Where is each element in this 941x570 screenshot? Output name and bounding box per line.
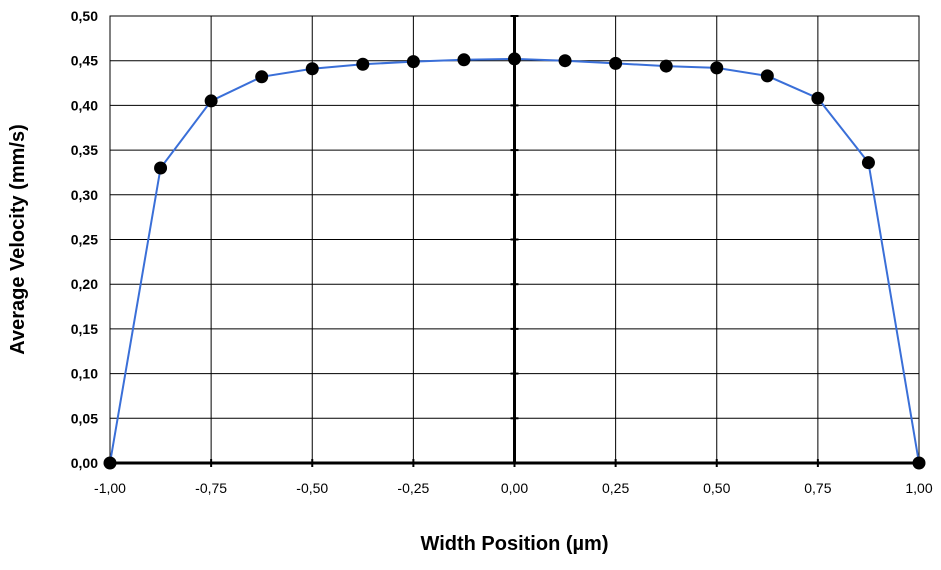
data-point <box>255 70 269 84</box>
data-point <box>760 69 774 83</box>
y-tick-label: 0,40 <box>71 97 98 113</box>
data-point <box>204 94 218 108</box>
y-tick-label: 0,45 <box>71 53 98 69</box>
data-point <box>912 456 926 470</box>
data-series <box>103 52 926 470</box>
x-tick-label: -0,50 <box>296 480 328 496</box>
data-point <box>457 53 471 67</box>
x-tick-label: 0,75 <box>804 480 831 496</box>
data-point <box>103 456 117 470</box>
y-tick-label: 0,05 <box>71 410 98 426</box>
data-point <box>406 55 420 69</box>
data-point <box>710 61 724 75</box>
y-tick-label: 0,30 <box>71 187 98 203</box>
data-point <box>811 91 825 105</box>
data-point <box>508 52 521 66</box>
y-tick-label: 0,25 <box>71 232 98 248</box>
y-tick-label: 0,15 <box>71 321 98 337</box>
x-tick-label: 0,50 <box>703 480 730 496</box>
data-point <box>154 161 168 175</box>
data-point <box>609 56 623 70</box>
data-point <box>659 59 673 73</box>
y-tick-label: 0,20 <box>71 276 98 292</box>
y-tick-label: 0,10 <box>71 366 98 382</box>
data-point <box>356 57 370 71</box>
y-tick-label: 0,35 <box>71 142 98 158</box>
axes <box>109 15 920 467</box>
y-tick-label: 0,00 <box>71 455 98 471</box>
data-point <box>305 62 319 76</box>
data-point <box>558 54 572 68</box>
y-axis-title: Average Velocity (mm/s) <box>7 124 29 354</box>
tick-labels: 0,00 0,05 0,10 0,15 0,20 0,25 0,30 0,35 0,40 0,45… <box>71 8 933 496</box>
x-axis-title: Width Position (µm) <box>421 533 609 555</box>
x-tick-label: 1,00 <box>905 480 932 496</box>
x-tick-label: -0,25 <box>397 480 429 496</box>
x-tick-label: -1,00 <box>94 480 126 496</box>
x-tick-label: 0,00 <box>501 480 528 496</box>
y-tick-label: 0,50 <box>71 8 98 24</box>
data-point <box>861 156 875 170</box>
x-tick-label: 0,25 <box>602 480 629 496</box>
x-tick-label: -0,75 <box>195 480 227 496</box>
